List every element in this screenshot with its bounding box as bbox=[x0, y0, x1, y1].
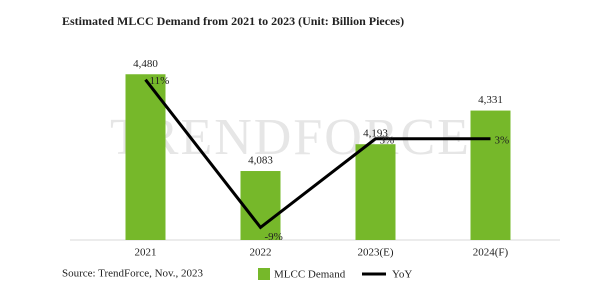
bar bbox=[470, 110, 511, 240]
bar-value-label: 4,193 bbox=[363, 128, 388, 140]
bar-value-label: 4,083 bbox=[248, 155, 273, 167]
yoy-line bbox=[144, 78, 491, 230]
x-tick-label: 2023(E) bbox=[357, 247, 393, 259]
line-value-label: 3% bbox=[380, 134, 395, 146]
legend-label: YoY bbox=[392, 269, 412, 281]
chart-title: Estimated MLCC Demand from 2021 to 2023 … bbox=[62, 14, 404, 28]
bar-value-label: 4,331 bbox=[478, 94, 503, 106]
x-tick-label: 2022 bbox=[250, 247, 272, 259]
bar-value-label: 4,480 bbox=[133, 58, 158, 70]
bar bbox=[125, 74, 166, 240]
line-value-label: 11% bbox=[150, 75, 170, 87]
legend-label: MLCC Demand bbox=[274, 269, 346, 281]
x-tick-label: 2021 bbox=[135, 247, 157, 259]
line-value-label: -9% bbox=[265, 231, 283, 243]
bar bbox=[355, 144, 396, 240]
x-tick-label: 2024(F) bbox=[473, 247, 509, 259]
source-note: Source: TrendForce, Nov., 2023 bbox=[62, 268, 204, 280]
line-value-label: 3% bbox=[495, 134, 510, 146]
legend-swatch bbox=[258, 268, 270, 280]
bar bbox=[240, 171, 281, 240]
